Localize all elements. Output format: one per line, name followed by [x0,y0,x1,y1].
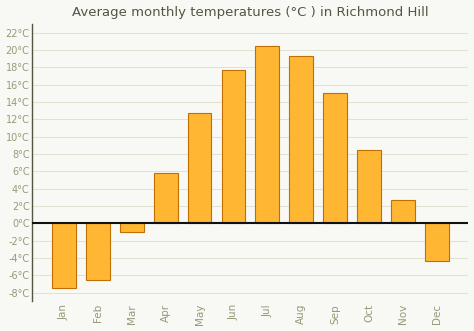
Bar [120,223,144,232]
Bar [86,223,110,280]
Bar [52,223,76,288]
Bar [154,173,178,223]
Bar [255,46,279,223]
Bar [323,93,347,223]
Title: Average monthly temperatures (°C ) in Richmond Hill: Average monthly temperatures (°C ) in Ri… [72,6,428,19]
Bar [391,200,415,223]
Bar [357,150,381,223]
Bar [188,113,211,223]
Bar [221,70,246,223]
Bar [425,223,448,260]
Bar [289,56,313,223]
